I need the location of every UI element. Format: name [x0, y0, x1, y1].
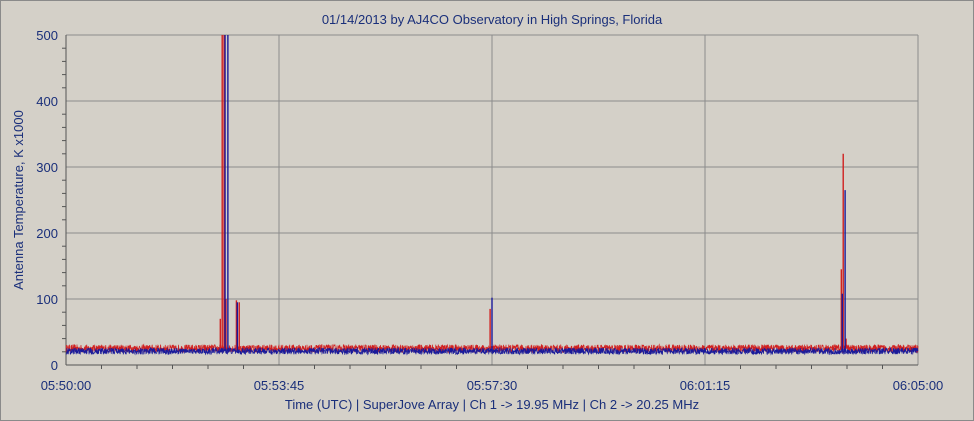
series-layer	[65, 35, 919, 356]
y-tick-label: 400	[36, 94, 58, 109]
y-tick-label: 500	[36, 28, 58, 43]
x-tick-label: 06:01:15	[680, 378, 731, 393]
x-tick-label: 05:50:00	[41, 378, 92, 393]
x-tick-label: 05:57:30	[467, 378, 518, 393]
chart-title: 01/14/2013 by AJ4CO Observatory in High …	[322, 12, 663, 27]
grid-layer	[65, 34, 919, 366]
y-tick-label: 0	[51, 358, 58, 373]
x-tick-label: 06:05:00	[893, 378, 944, 393]
x-axis-label: Time (UTC) | SuperJove Array | Ch 1 -> 1…	[285, 397, 699, 412]
x-tick-labels: 05:50:00 05:53:45 05:57:30 06:01:15 06:05:00	[41, 378, 944, 393]
y-axis-label: Antenna Temperature, K x1000	[11, 110, 26, 290]
minor-ticks	[62, 47, 883, 369]
y-tick-labels: 0 100 200 300 400 500	[36, 28, 58, 373]
x-tick-label: 05:53:45	[254, 378, 305, 393]
y-tick-label: 200	[36, 226, 58, 241]
y-tick-label: 100	[36, 292, 58, 307]
y-tick-label: 300	[36, 160, 58, 175]
